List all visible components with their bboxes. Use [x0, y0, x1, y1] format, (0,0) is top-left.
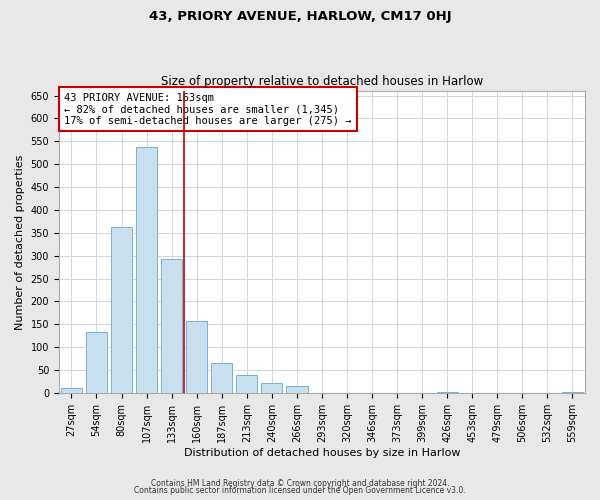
Bar	[61, 388, 82, 393]
Bar	[261, 383, 283, 393]
Text: Contains HM Land Registry data © Crown copyright and database right 2024.: Contains HM Land Registry data © Crown c…	[151, 478, 449, 488]
Text: 43, PRIORY AVENUE, HARLOW, CM17 0HJ: 43, PRIORY AVENUE, HARLOW, CM17 0HJ	[149, 10, 451, 23]
Bar	[161, 259, 182, 393]
Text: 43 PRIORY AVENUE: 163sqm
← 82% of detached houses are smaller (1,345)
17% of sem: 43 PRIORY AVENUE: 163sqm ← 82% of detach…	[64, 92, 352, 126]
Bar	[437, 392, 458, 393]
Bar	[211, 363, 232, 393]
Text: Contains public sector information licensed under the Open Government Licence v3: Contains public sector information licen…	[134, 486, 466, 495]
Bar	[286, 386, 308, 393]
Bar	[236, 374, 257, 393]
Bar	[86, 332, 107, 393]
Y-axis label: Number of detached properties: Number of detached properties	[15, 154, 25, 330]
X-axis label: Distribution of detached houses by size in Harlow: Distribution of detached houses by size …	[184, 448, 460, 458]
Bar	[562, 392, 583, 393]
Bar	[186, 320, 208, 393]
Title: Size of property relative to detached houses in Harlow: Size of property relative to detached ho…	[161, 76, 483, 88]
Bar	[136, 148, 157, 393]
Bar	[111, 227, 132, 393]
